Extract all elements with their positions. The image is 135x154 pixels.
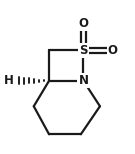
Text: O: O [108, 44, 118, 57]
Text: N: N [78, 74, 88, 87]
Text: S: S [79, 44, 88, 57]
Text: H: H [4, 74, 13, 87]
Text: O: O [78, 17, 88, 30]
